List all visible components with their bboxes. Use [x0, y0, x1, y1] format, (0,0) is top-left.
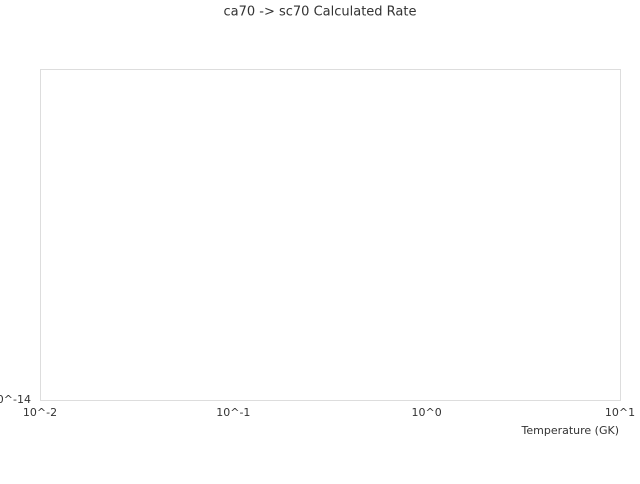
- x-tick-label: 10^1: [605, 406, 635, 419]
- x-tick-label: 10^0: [412, 406, 442, 419]
- x-tick-label: 10^-2: [23, 406, 57, 419]
- x-axis-label: Temperature (GK): [521, 424, 620, 437]
- x-tick-label: 10^-1: [216, 406, 250, 419]
- y-tick-label: 10^-14: [0, 393, 31, 406]
- plot-area: [40, 69, 621, 401]
- chart-title: ca70 -> sc70 Calculated Rate: [223, 5, 416, 20]
